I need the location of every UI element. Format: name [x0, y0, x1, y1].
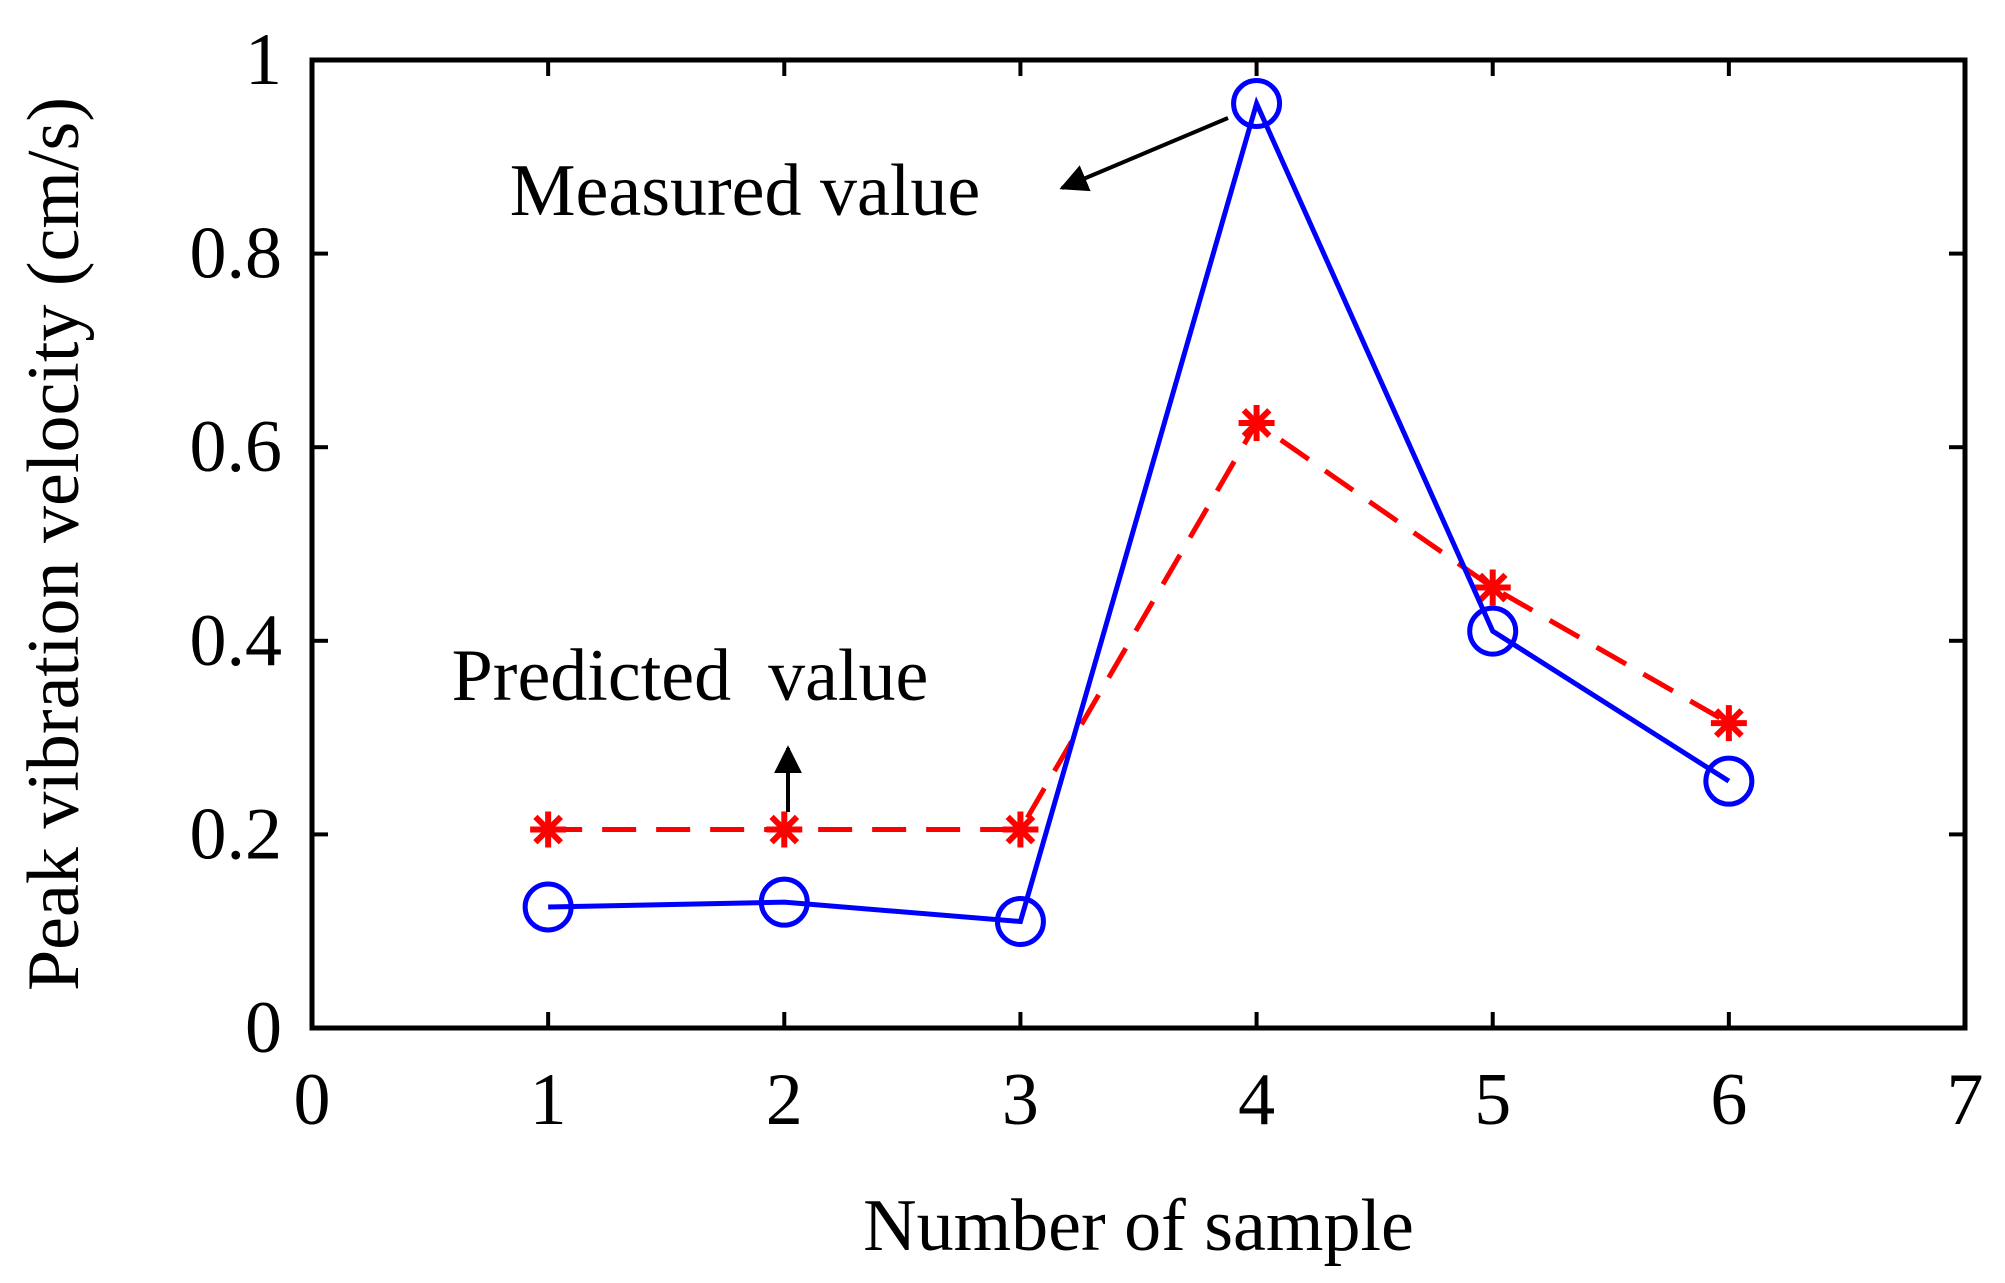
- plot-frame: [309, 57, 1968, 1031]
- y-tick-label: 0.4: [190, 600, 283, 682]
- x-tick-label: 7: [1947, 1059, 1984, 1141]
- series-layer: [522, 78, 1755, 948]
- x-tick-label: 6: [1710, 1059, 1747, 1141]
- x-tick-label: 0: [294, 1059, 331, 1141]
- measured-point: [1703, 755, 1755, 807]
- predicted-point: [1710, 705, 1747, 742]
- measured-point: [1467, 605, 1519, 657]
- tick-layer: 0 1 2 3 4 5 6 7 0 0.2 0.4 0.6 0.8 1: [190, 19, 1984, 1141]
- annotation-measured-arrow: [1059, 116, 1229, 192]
- series-line-predicted: [548, 419, 1731, 833]
- x-tick-label: 4: [1238, 1059, 1275, 1141]
- x-tick-label: 1: [530, 1059, 567, 1141]
- x-tick-label: 3: [1002, 1059, 1039, 1141]
- series-line-measured: [548, 96, 1731, 925]
- annotation-predicted-label: Predicted value: [452, 635, 929, 717]
- x-axis-title: Number of sample: [863, 1185, 1414, 1267]
- measured-point: [522, 881, 574, 933]
- predicted-point: [1238, 405, 1275, 441]
- annotation-layer: Measured value Predicted value: [452, 116, 1229, 812]
- x-tick-label: 2: [766, 1059, 803, 1141]
- y-tick-label: 0: [245, 987, 282, 1069]
- predicted-point: [530, 811, 567, 848]
- y-tick-label: 1: [245, 19, 282, 101]
- measured-point: [1231, 78, 1283, 130]
- y-axis-title: Peak vibration velocity (cm/s): [13, 97, 95, 991]
- y-tick-label: 0.6: [190, 406, 283, 488]
- x-tick-label: 5: [1474, 1059, 1511, 1141]
- y-tick-label: 0.2: [190, 793, 283, 875]
- annotation-measured-label: Measured value: [510, 150, 981, 232]
- predicted-point: [1002, 811, 1039, 848]
- measured-point: [758, 876, 810, 928]
- y-tick-label: 0.8: [190, 213, 283, 295]
- measured-point: [994, 896, 1046, 948]
- predicted-point: [766, 811, 803, 848]
- predicted-point: [1474, 569, 1511, 606]
